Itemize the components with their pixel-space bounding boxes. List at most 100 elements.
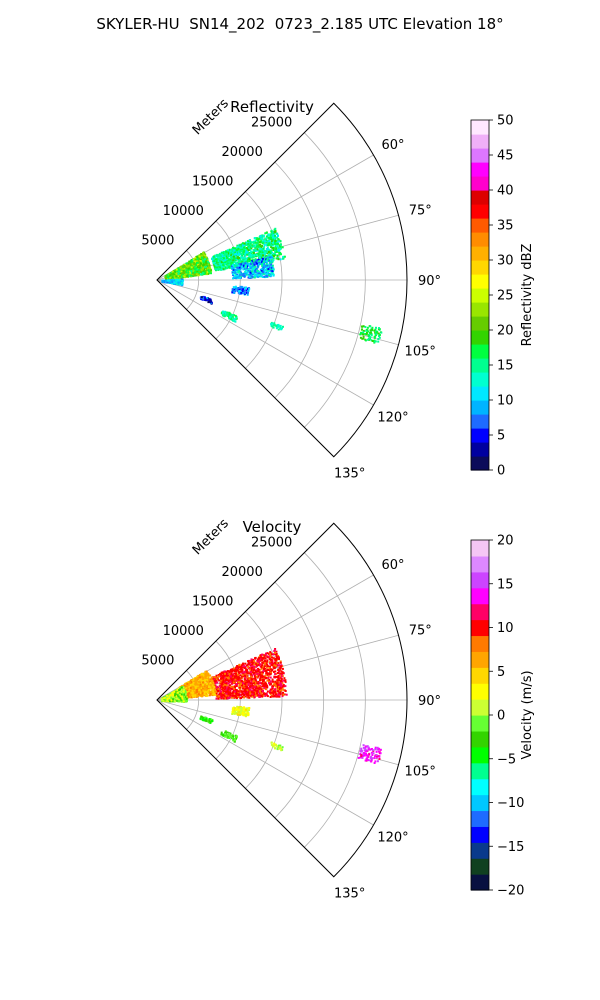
colorbar-segment (471, 218, 489, 233)
colorbar-segment (471, 826, 489, 843)
colorbar-segment (471, 571, 489, 589)
azimuth-tick-label: 135° (334, 887, 365, 902)
colorbar-segment (471, 316, 489, 331)
colorbar-segment (471, 619, 489, 637)
colorbar-segment (471, 555, 489, 573)
range-tick-label: 10000 (163, 204, 204, 219)
colorbar-tick-label: 10 (497, 621, 514, 636)
azimuth-gridline (156, 279, 399, 346)
colorbar-label: Velocity (m/s) (520, 670, 535, 759)
echo-region (230, 255, 275, 280)
range-tick-label: 20000 (221, 145, 262, 160)
colorbar-segment (471, 344, 489, 359)
colorbar-segment (471, 842, 489, 859)
colorbar-segment (471, 386, 489, 401)
colorbar-tick-label: 20 (497, 324, 514, 339)
echo-region (199, 715, 214, 724)
colorbar-tick-label: 10 (497, 394, 514, 409)
colorbar-tick-label: 40 (497, 184, 514, 199)
colorbar-segment (471, 540, 489, 557)
colorbar-segment (471, 699, 489, 716)
reflectivity-panel: Reflectivity 5000 10000 15000 20000 25000 Mete… (141, 96, 441, 482)
colorbar-tick-label: 50 (497, 114, 514, 129)
colorbar-tick-label: 5 (497, 665, 505, 680)
colorbar-segment (471, 428, 489, 443)
range-tick-label: 20000 (221, 565, 262, 580)
colorbar-segment (471, 176, 489, 191)
echo-region (357, 744, 382, 764)
colorbar-tick-label: 45 (497, 149, 514, 164)
colorbar-tick-label: 30 (497, 254, 514, 269)
colorbar-segment (471, 858, 489, 875)
colorbar-segment (471, 730, 489, 748)
velocity-panel: Velocity 5000 10000 15000 20000 25000 Meters 60… (141, 516, 441, 902)
colorbar-segment (471, 302, 489, 317)
azimuth-tick-label: 90° (418, 274, 441, 289)
colorbar-segment (471, 148, 489, 163)
azimuth-tick-label: 60° (381, 138, 404, 153)
azimuth-tick-label: 60° (381, 558, 404, 573)
colorbar-tick-label: −15 (497, 840, 524, 855)
colorbar-segment (471, 635, 489, 652)
colorbar-tick-label: 15 (497, 577, 514, 592)
colorbar-tick-label: −10 (497, 796, 524, 811)
range-tick-label: 10000 (163, 624, 204, 639)
colorbar-segment (471, 794, 489, 812)
panel-title: Velocity (243, 518, 302, 536)
colorbar-segment (471, 162, 489, 177)
echo-region (270, 321, 284, 331)
colorbar-segment (471, 274, 489, 289)
colorbar-segment (471, 715, 489, 732)
colorbar-segment (471, 372, 489, 387)
range-axis-label: Meters (190, 96, 232, 138)
azimuth-tick-label: 120° (377, 410, 408, 425)
colorbar-segment (471, 442, 489, 457)
colorbar-segment (471, 414, 489, 429)
colorbar-segment (471, 120, 489, 135)
echo-region (211, 648, 288, 700)
range-tick-label: 15000 (192, 175, 233, 190)
echo-region (220, 310, 238, 323)
azimuth-tick-label: 90° (418, 694, 441, 709)
colorbar-segment (471, 190, 489, 205)
colorbar-segment (471, 810, 489, 827)
velocity-colorbar: −20 −15 −10 −5 0 5 10 15 20 Velocity (m/s) (470, 534, 535, 899)
azimuth-tick-label: 105° (405, 765, 436, 780)
colorbar-segment (471, 232, 489, 247)
azimuth-tick-label: 75° (409, 203, 432, 218)
range-axis-label: Meters (190, 516, 232, 558)
echo-region (160, 686, 189, 703)
range-tick-label: 15000 (192, 595, 233, 610)
range-tick-label: 25000 (251, 536, 292, 551)
echo-region (199, 295, 213, 305)
echo-region (359, 325, 383, 344)
colorbar-segment (471, 651, 489, 668)
colorbar-segment (471, 134, 489, 149)
colorbar-segment (471, 204, 489, 219)
colorbar-tick-label: 15 (497, 359, 514, 374)
azimuth-gridline (156, 699, 374, 826)
panel-title: Reflectivity (230, 98, 314, 116)
colorbar-segment (471, 587, 489, 605)
range-tick-label: 25000 (251, 116, 292, 131)
echo-region (220, 730, 238, 743)
azimuth-tick-label: 105° (405, 345, 436, 360)
colorbar-segment (471, 400, 489, 415)
colorbar-tick-label: 5 (497, 429, 505, 444)
echo-region (270, 741, 284, 752)
colorbar-tick-label: 0 (497, 709, 505, 724)
colorbar-segment (471, 746, 489, 764)
colorbar-segment (471, 358, 489, 373)
colorbar-segment (471, 330, 489, 345)
colorbar-segment (471, 683, 489, 700)
colorbar-tick-label: 25 (497, 289, 514, 304)
range-tick-label: 5000 (141, 234, 174, 249)
colorbar-segment (471, 874, 489, 891)
colorbar-segment (471, 246, 489, 261)
echo-region (161, 278, 184, 287)
colorbar-tick-label: −20 (497, 884, 524, 899)
colorbar-tick-label: 20 (497, 534, 514, 549)
colorbar-segment (471, 456, 489, 471)
echo-layer (160, 648, 382, 764)
